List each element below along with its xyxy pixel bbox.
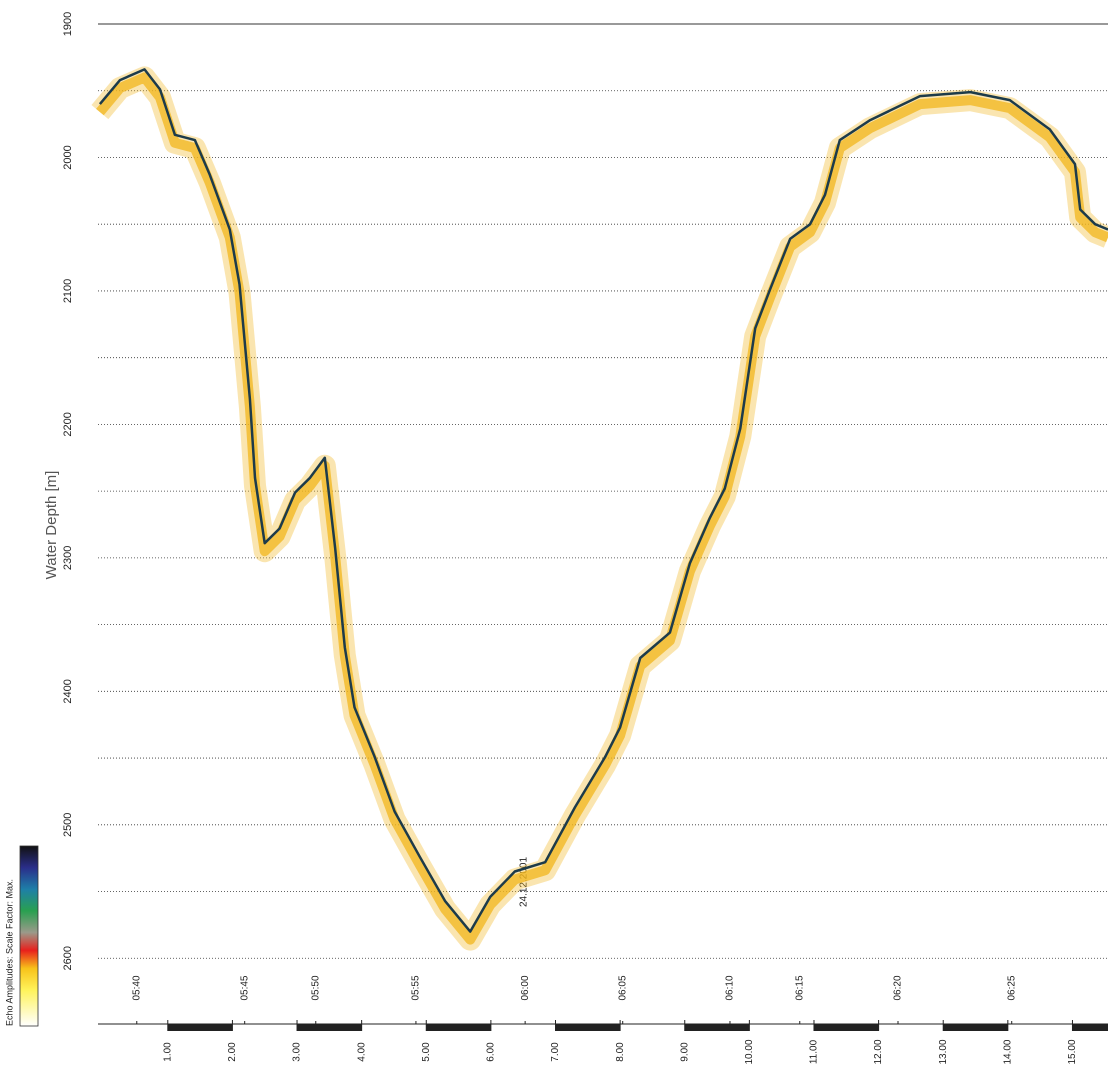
time-tick-label: 05:55 [411,975,422,1000]
time-tick-label: 06:20 [893,975,904,1000]
x-tick-label: 6.00 [486,1042,497,1062]
y-tick-label: 2300 [62,546,74,570]
time-tick-label: 05:50 [310,975,321,1000]
x-tick-label: 10.00 [744,1039,755,1064]
time-tick-label: 06:00 [520,975,531,1000]
distance-bar-segment [426,1024,491,1031]
x-tick-label: 12.00 [873,1039,884,1064]
y-tick-label: 2400 [62,679,74,703]
time-tick-label: 06:15 [794,975,805,1000]
x-tick-label: 15.00 [1067,1039,1078,1064]
x-tick-label: 5.00 [421,1042,432,1062]
distance-bar-segment [1072,1024,1108,1031]
y-tick-label: 2500 [62,813,74,837]
x-tick-label: 7.00 [550,1042,561,1062]
distance-bar-segment [555,1024,621,1031]
y-tick-label: 1900 [62,12,74,36]
color-bar-label: Echo Amplitudes: Scale Factor: Max. [4,879,14,1026]
time-tick-label: 06:25 [1006,975,1017,1000]
x-tick-label: 14.00 [1002,1039,1013,1064]
echo-halo [91,66,1108,951]
time-tick-label: 06:10 [725,975,736,1000]
seabed-line [98,68,1108,933]
distance-bar-segment [684,1024,750,1031]
time-tick-label: 05:40 [131,975,142,1000]
time-tick-label: 06:05 [617,975,628,1000]
x-tick-label: 8.00 [615,1042,626,1062]
x-tick-label: 4.00 [356,1042,367,1062]
color-bar [19,845,39,1027]
y-tick-label: 2000 [62,145,74,169]
x-tick-label: 13.00 [938,1039,949,1064]
distance-bar-segment [813,1024,879,1031]
distance-bar-segment [297,1024,362,1031]
distance-bar-segment [943,1024,1008,1031]
x-tick-label: 9.00 [679,1042,690,1062]
distance-bar-segment [167,1024,233,1031]
time-tick-label: 05:45 [239,975,250,1000]
y-tick-label: 2100 [62,279,74,303]
y-axis-label: Water Depth [m] [43,471,60,580]
y-tick-label: 2600 [62,946,74,970]
x-tick-label: 3.00 [292,1042,303,1062]
x-tick-label: 2.00 [227,1042,238,1062]
y-tick-label: 2200 [62,412,74,436]
x-tick-label: 11.00 [809,1039,820,1064]
x-tick-label: 1.00 [162,1042,173,1062]
